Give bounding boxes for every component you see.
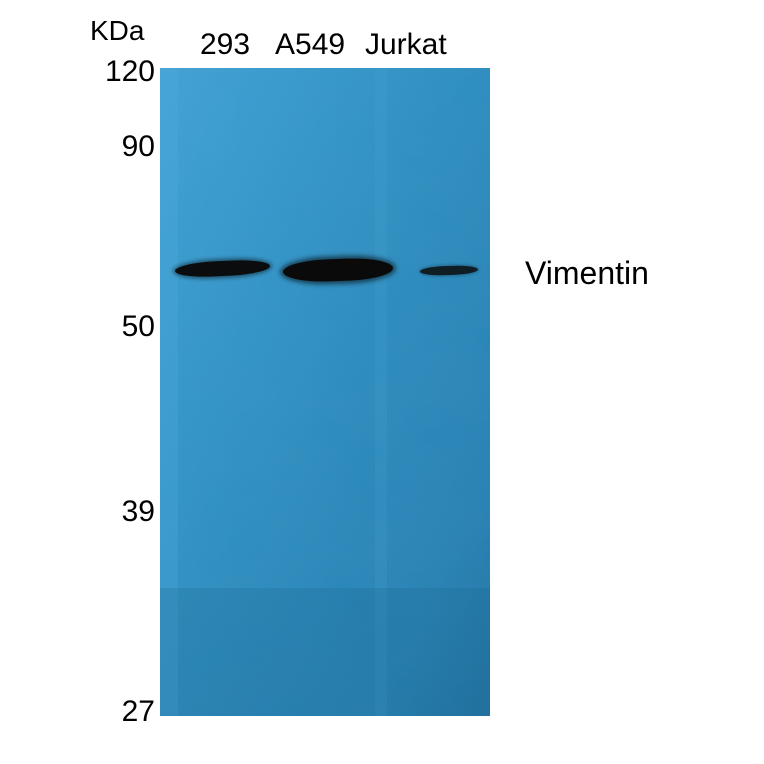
mw-120: 120 bbox=[95, 55, 155, 89]
lane-label-jurkat: Jurkat bbox=[365, 28, 447, 62]
membrane-svg bbox=[160, 68, 490, 716]
unit-label: KDa bbox=[90, 15, 144, 47]
lane-label-a549: A549 bbox=[275, 28, 345, 62]
blot-membrane bbox=[160, 68, 490, 716]
protein-name-label: Vimentin bbox=[525, 255, 649, 292]
mw-39: 39 bbox=[95, 495, 155, 529]
mw-90: 90 bbox=[95, 130, 155, 164]
mw-50: 50 bbox=[95, 310, 155, 344]
mw-27: 27 bbox=[95, 695, 155, 729]
western-blot-figure: KDa 293 A549 Jurkat 120 90 50 39 27 bbox=[0, 0, 764, 764]
lane-label-293: 293 bbox=[200, 28, 250, 62]
